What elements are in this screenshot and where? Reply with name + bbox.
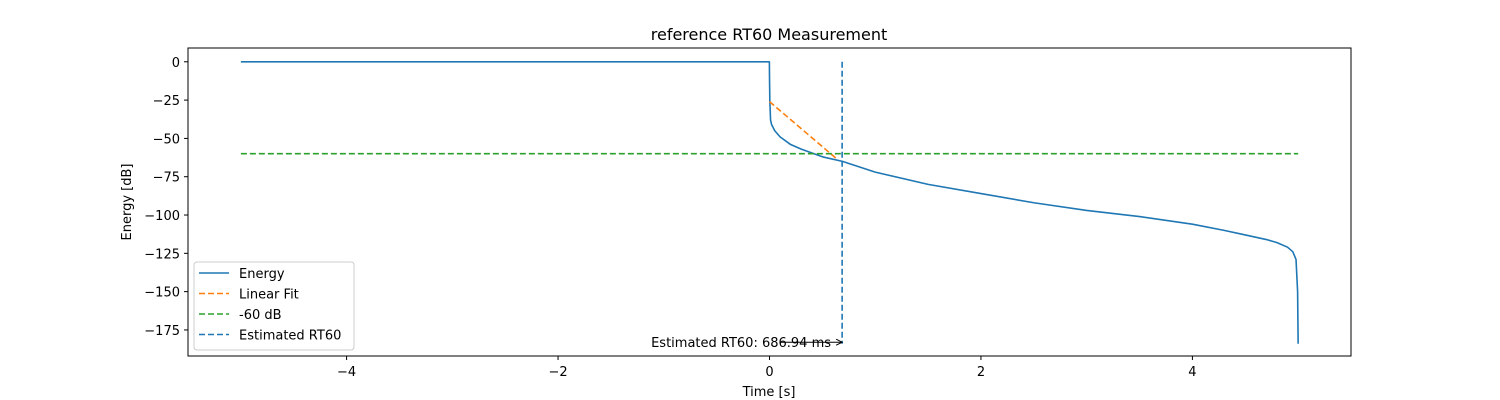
legend-label: Energy — [239, 267, 285, 282]
legend-label: -60 dB — [239, 308, 282, 323]
x-tick-label: −2 — [548, 365, 567, 380]
y-axis-label: Energy [dB] — [120, 164, 135, 241]
y-tick-label: −125 — [144, 247, 180, 262]
legend-label: Linear Fit — [239, 288, 299, 303]
axis-ticks: −4 −2 0 2 4 0 −25 −50 −75 −100 −125 −150 −175 — [144, 56, 1196, 380]
series-energy-line — [240, 60, 1299, 344]
y-tick-label: −150 — [144, 286, 180, 301]
annotation-arrow-head — [835, 338, 844, 346]
x-tick-label: 0 — [765, 365, 773, 380]
y-tick-label: 0 — [172, 56, 180, 71]
legend-box — [193, 261, 355, 351]
x-tick-label: 2 — [977, 365, 985, 380]
series-layer — [240, 60, 1299, 344]
plot-frame — [187, 47, 1352, 357]
y-tick-label: −50 — [153, 132, 180, 147]
y-tick-label: −175 — [144, 324, 180, 339]
series-linear-fit-line — [768, 101, 837, 159]
y-tick-label: −75 — [153, 171, 180, 186]
annotation-text: Estimated RT60: 686.94 ms — [651, 336, 831, 351]
legend-label: Estimated RT60 — [239, 329, 341, 344]
x-tick-label: −4 — [337, 365, 356, 380]
x-axis-label: Time [s] — [742, 385, 796, 400]
legend: Energy Linear Fit -60 dB Estimated RT60 — [193, 261, 355, 351]
chart-title: reference RT60 Measurement — [651, 25, 888, 44]
x-tick-label: 4 — [1188, 365, 1196, 380]
y-tick-label: −100 — [144, 209, 180, 224]
y-tick-label: −25 — [153, 94, 180, 109]
annotation-layer: Estimated RT60: 686.94 ms — [651, 336, 844, 351]
